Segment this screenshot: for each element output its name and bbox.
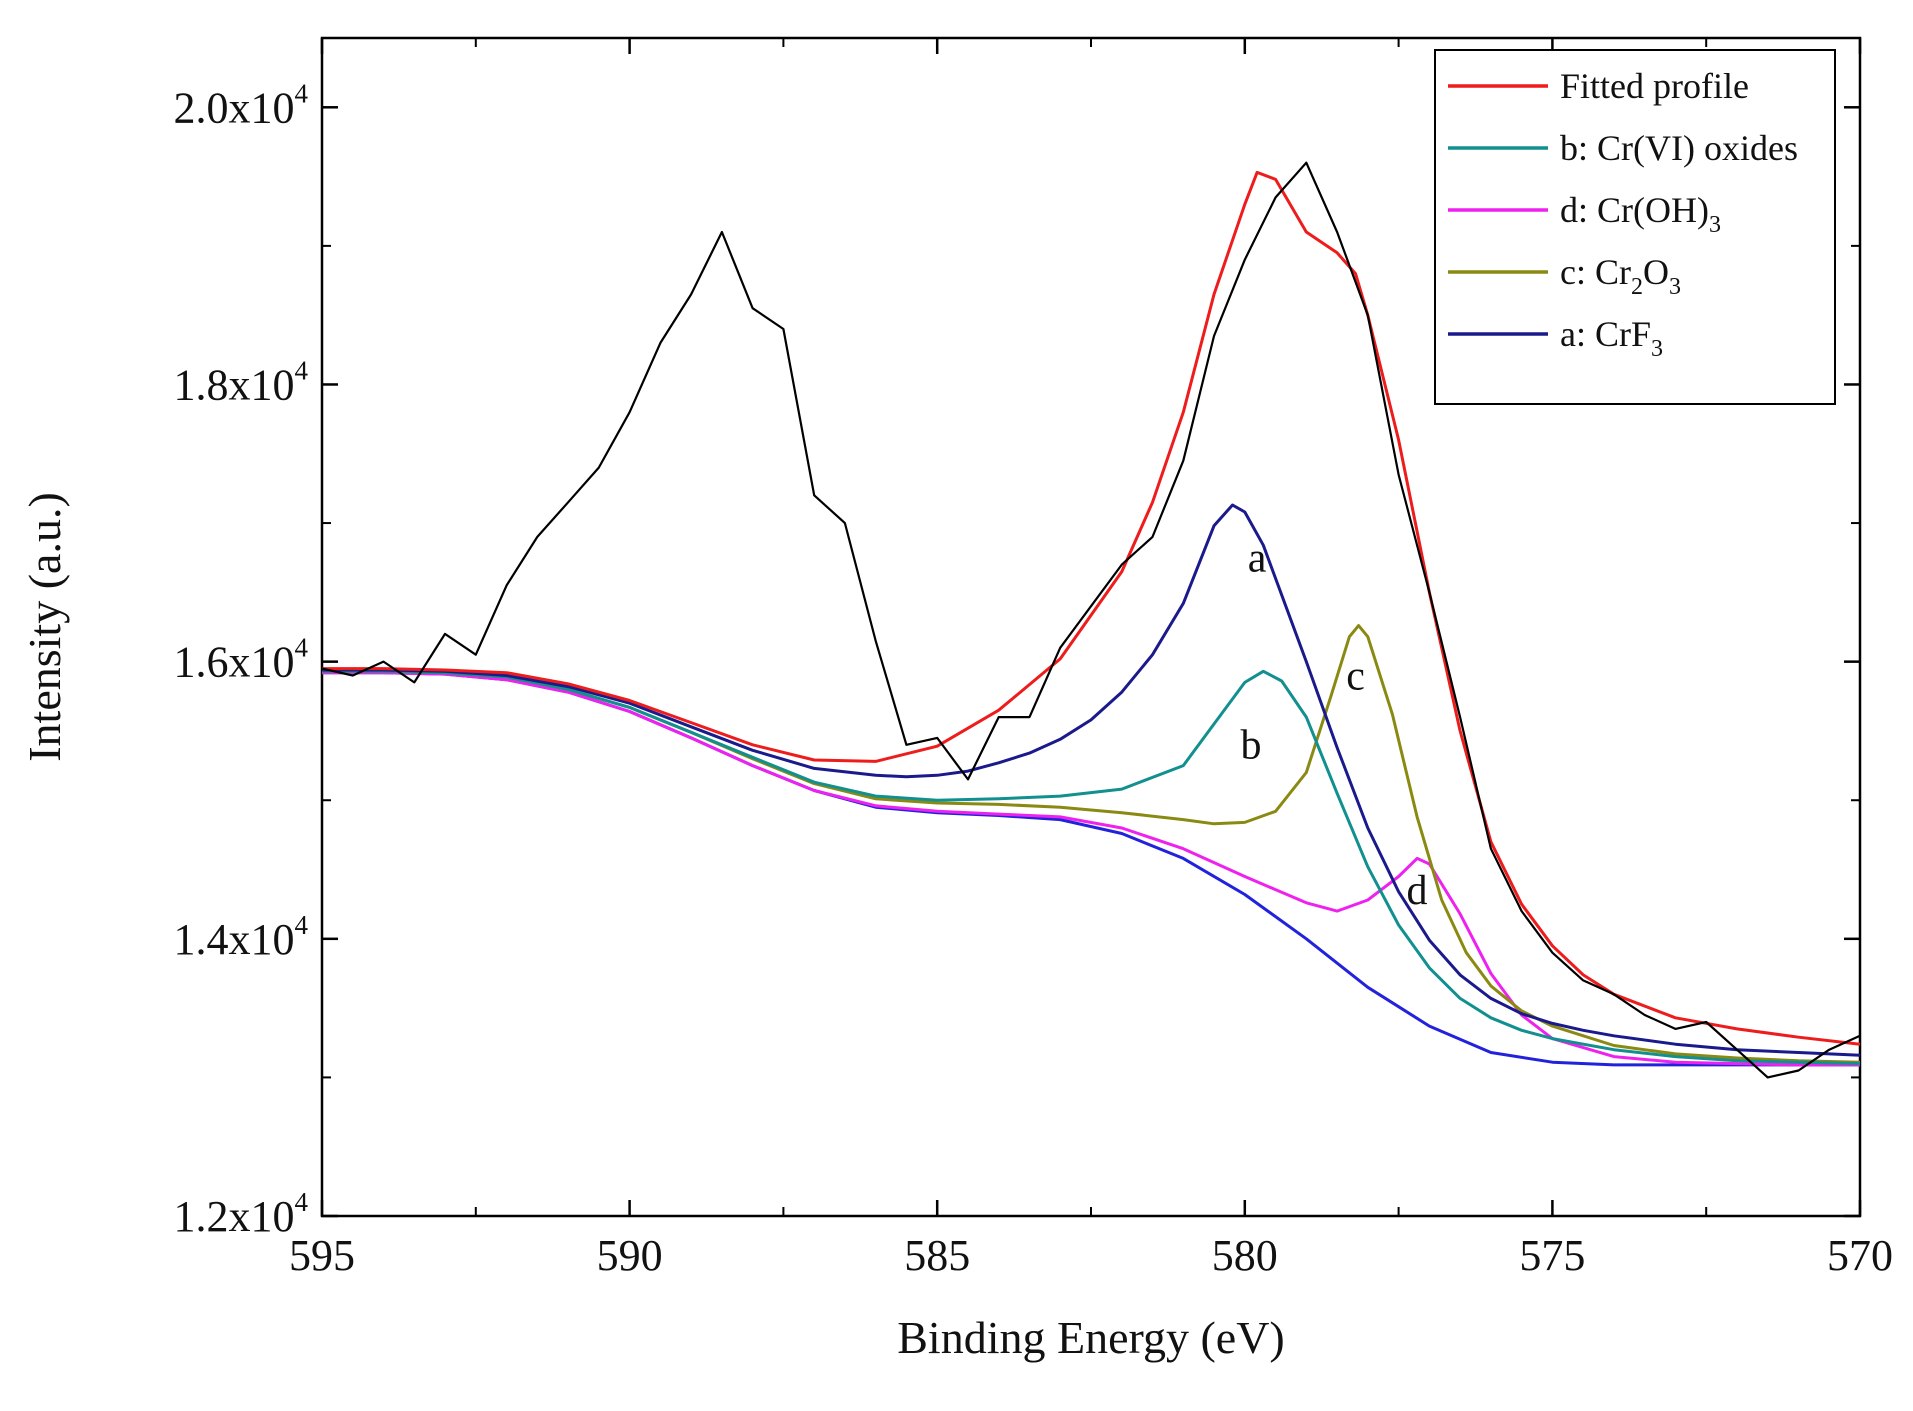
y-tick-label: 1.4x104 — [174, 910, 309, 964]
peak-label-a: a — [1248, 536, 1267, 582]
series-a-crf3 — [322, 503, 1861, 1057]
peak-label-b: b — [1240, 723, 1261, 769]
axis-ticks — [320, 38, 1862, 1218]
legend-label-d: d: Cr(OH)3 — [1560, 190, 1721, 238]
y-tick-label: 1.2x104 — [174, 1187, 309, 1241]
x-tick-label: 575 — [1519, 1231, 1585, 1280]
y-tick-label: 2.0x104 — [174, 78, 309, 132]
x-axis-title: Binding Energy (eV) — [897, 1312, 1285, 1363]
y-tick-label: 1.6x104 — [174, 633, 309, 687]
y-tick-labels: 1.2x104 1.4x104 1.6x104 1.8x104 2.0x104 — [174, 78, 309, 1241]
x-tick-label: 570 — [1827, 1231, 1893, 1280]
x-tick-label: 580 — [1212, 1231, 1278, 1280]
legend: Fitted profile b: Cr(VI) oxides d: Cr(OH)3… — [1434, 49, 1836, 405]
series-raw-data — [321, 161, 1861, 1079]
x-tick-labels: 595 590 585 580 575 570 — [289, 1231, 1893, 1280]
y-tick-label: 1.8x104 — [174, 355, 309, 409]
series-c-cr2o3 — [322, 624, 1861, 1064]
x-tick-label: 595 — [289, 1231, 355, 1280]
series-background — [322, 671, 1860, 1067]
series-fitted-profile — [322, 170, 1861, 1046]
series-layer — [321, 161, 1861, 1079]
x-tick-label: 585 — [904, 1231, 970, 1280]
peak-label-c: c — [1346, 653, 1365, 699]
legend-label-b: b: Cr(VI) oxides — [1560, 128, 1798, 168]
legend-label-fitted: Fitted profile — [1560, 66, 1749, 106]
peak-labels: a b c d — [1240, 536, 1427, 915]
peak-label-d: d — [1407, 868, 1428, 914]
legend-label-c: c: Cr2O3 — [1560, 252, 1681, 300]
series-d-cr-oh-3 — [322, 671, 1860, 1067]
y-axis-title: Intensity (a.u.) — [19, 492, 70, 762]
legend-box — [1434, 49, 1836, 405]
legend-label-a: a: CrF3 — [1560, 314, 1663, 362]
series-b-cr-vi-oxides — [322, 669, 1861, 1066]
x-tick-label: 590 — [597, 1231, 663, 1280]
